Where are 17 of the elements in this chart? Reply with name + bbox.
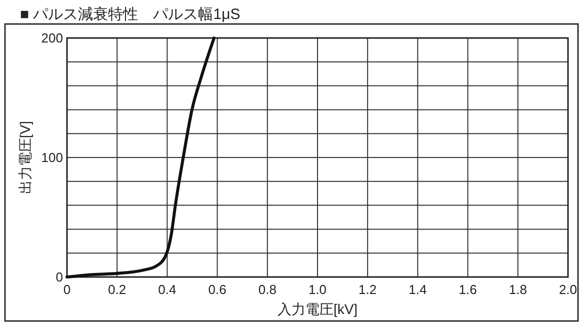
y-axis-title: 出力電圧[V]: [17, 120, 33, 194]
x-tick-label: 0.4: [158, 282, 176, 297]
x-tick-label: 1.6: [458, 282, 477, 297]
x-tick-label: 0.8: [258, 282, 276, 297]
x-axis-title: 入力電圧[kV]: [277, 301, 358, 317]
x-tick-label: 0.6: [208, 282, 226, 297]
x-tick-label: 1.2: [358, 282, 377, 297]
y-tick-label: 0: [56, 270, 63, 285]
chart-title: ■ パルス減衰特性 パルス幅1μS: [20, 6, 240, 23]
x-tick-label: 1.4: [408, 282, 427, 297]
x-tick-label: 1.8: [508, 282, 527, 297]
x-tick-label: 2.0: [558, 282, 578, 297]
x-tick-label: 1.0: [308, 282, 327, 297]
y-tick-label: 200: [41, 30, 63, 46]
x-tick-label: 0.2: [108, 282, 126, 297]
line-series: [66, 36, 216, 278]
y-tick-label: 100: [41, 150, 63, 166]
